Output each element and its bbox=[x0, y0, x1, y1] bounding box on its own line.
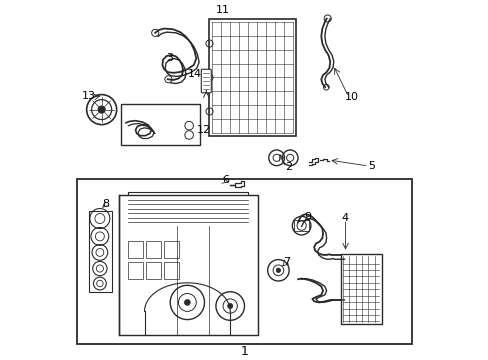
Text: 7: 7 bbox=[283, 257, 289, 267]
Bar bbox=[340, 254, 381, 324]
Text: 2: 2 bbox=[285, 162, 292, 172]
Text: 10: 10 bbox=[344, 92, 358, 102]
Bar bbox=[164, 262, 179, 279]
Circle shape bbox=[276, 268, 280, 273]
Text: 11: 11 bbox=[216, 5, 229, 15]
FancyBboxPatch shape bbox=[201, 69, 211, 93]
Text: 3: 3 bbox=[165, 53, 173, 63]
Text: 1: 1 bbox=[240, 345, 248, 358]
Text: 6: 6 bbox=[222, 175, 229, 185]
Bar bbox=[146, 262, 161, 279]
Bar bbox=[77, 179, 411, 343]
Circle shape bbox=[227, 303, 232, 309]
Circle shape bbox=[184, 300, 190, 305]
Text: 12: 12 bbox=[196, 125, 210, 135]
Bar bbox=[89, 211, 112, 292]
Bar bbox=[128, 262, 143, 279]
Text: 8: 8 bbox=[102, 198, 109, 208]
Text: 9: 9 bbox=[304, 212, 311, 222]
Bar bbox=[119, 195, 258, 334]
Circle shape bbox=[98, 106, 105, 113]
Text: 14: 14 bbox=[187, 69, 201, 79]
Bar bbox=[164, 241, 179, 258]
Bar bbox=[146, 241, 161, 258]
Bar bbox=[121, 104, 200, 145]
Text: 4: 4 bbox=[341, 213, 348, 223]
Text: 5: 5 bbox=[367, 161, 374, 171]
Text: 13: 13 bbox=[82, 91, 96, 102]
Bar bbox=[294, 220, 309, 231]
Bar bbox=[208, 19, 296, 136]
Bar bbox=[128, 241, 143, 258]
